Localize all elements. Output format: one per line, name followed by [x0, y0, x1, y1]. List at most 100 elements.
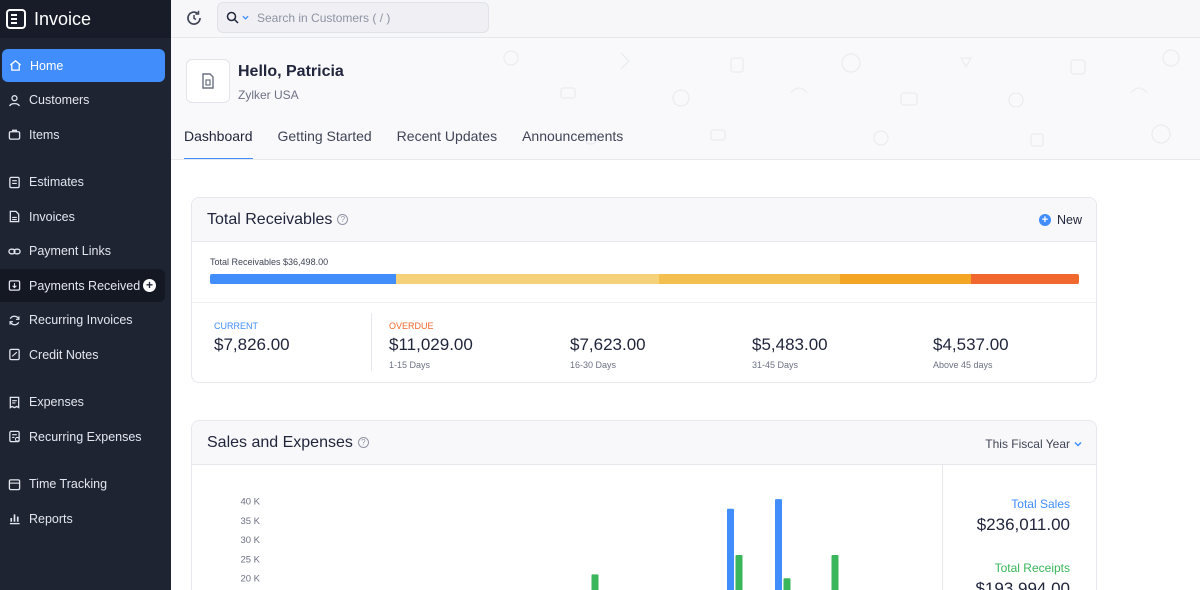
sidebar-item-label: Credit Notes: [29, 347, 99, 362]
overdue-range: 31-45 Days: [752, 360, 799, 370]
add-payment-icon[interactable]: +: [143, 279, 156, 292]
receivables-bar-segment[interactable]: [970, 274, 1079, 284]
sidebar-item-label: Invoices: [29, 209, 75, 224]
sidebar-item-customers[interactable]: Customers: [0, 84, 165, 117]
overdue-label: OVERDUE: [389, 321, 434, 331]
org-logo[interactable]: [186, 59, 230, 103]
fiscal-period-dropdown[interactable]: This Fiscal Year: [985, 437, 1082, 451]
sidebar-item-recurring-invoices[interactable]: Recurring Invoices: [0, 304, 165, 337]
sales-expenses-card: Sales and Expenses ? This Fiscal Year 40…: [191, 420, 1097, 590]
overdue-value: $4,537.00: [933, 335, 1009, 354]
sales-bar[interactable]: [727, 508, 734, 590]
organization-name: Zylker USA: [238, 88, 299, 102]
app-name: Invoice: [34, 8, 92, 29]
sales-bar[interactable]: [775, 499, 782, 590]
sidebar-item-label: Payment Links: [29, 244, 111, 258]
greeting-title: Hello, Patricia: [238, 63, 344, 80]
home-icon: [9, 59, 22, 72]
overdue-stat-1[interactable]: OVERDUE $11,029.00 1-15 Days: [389, 303, 473, 370]
sidebar-item-payments-received[interactable]: Payments Received +: [0, 269, 165, 302]
y-tick-label: 25 K: [240, 554, 260, 565]
search-icon[interactable]: [226, 11, 239, 24]
payment-icon: [8, 279, 21, 292]
sidebar-item-credit-notes[interactable]: Credit Notes: [0, 338, 165, 371]
sidebar-item-reports[interactable]: Reports: [0, 502, 165, 535]
sidebar-item-label: Reports: [29, 511, 73, 526]
receivables-bar-segment[interactable]: [658, 274, 841, 284]
recurring-expense-icon: [8, 430, 21, 443]
sidebar-item-recurring-expenses[interactable]: Recurring Expenses: [0, 420, 165, 453]
sidebar-item-label: Payments Received: [29, 278, 141, 293]
overdue-range: 16-30 Days: [570, 360, 617, 370]
sales-expenses-chart: 40 K 35 K 30 K 25 K 20 K: [240, 497, 839, 590]
overdue-stat-2[interactable]: . $7,623.00 16-30 Days: [570, 303, 646, 370]
estimate-icon: [8, 176, 21, 189]
sales-title: Sales and Expenses: [207, 433, 353, 451]
receivables-bar-segment[interactable]: [840, 274, 971, 284]
sidebar-item-label: Items: [29, 127, 60, 142]
receipts-bar[interactable]: [591, 574, 599, 590]
sidebar-nav: Home Customers Items Estimates Invoices …: [0, 38, 171, 535]
receipts-bar[interactable]: [783, 578, 791, 590]
tab-recent-updates[interactable]: Recent Updates: [396, 128, 498, 144]
receipts-bar[interactable]: [735, 555, 743, 590]
sales-summary: Total Sales $236,011.00 Total Receipts $…: [942, 465, 1096, 590]
receivables-bar-segment[interactable]: [210, 274, 397, 284]
receivables-total-text: Total Receivables $36,498.00: [210, 257, 329, 267]
nav-spacer: [0, 153, 171, 166]
y-tick-label: 20 K: [240, 574, 260, 585]
user-icon: [8, 94, 21, 107]
sidebar-item-invoices[interactable]: Invoices: [0, 200, 165, 233]
new-receivable-button[interactable]: + New: [1038, 213, 1082, 227]
chevron-down-icon[interactable]: [242, 14, 249, 21]
overdue-range: Above 45 days: [933, 360, 993, 370]
receivables-bar-segment[interactable]: [396, 274, 659, 284]
total-receivables-card: Total Receivables ? + New Total Receivab…: [191, 197, 1097, 383]
recurring-icon: [8, 314, 21, 327]
y-tick-label: 30 K: [240, 535, 260, 546]
total-receipts-value: $193,994.00: [975, 579, 1070, 590]
search-input[interactable]: [257, 10, 477, 25]
help-icon[interactable]: ?: [357, 437, 369, 448]
sales-chart-area: 40 K 35 K 30 K 25 K 20 K Total Sales $236,01…: [192, 465, 1096, 590]
new-button-label: New: [1056, 213, 1082, 227]
stat-divider: [371, 313, 372, 371]
invoice-icon: [8, 210, 21, 223]
overdue-value: $7,623.00: [570, 335, 646, 354]
current-stat[interactable]: CURRENT $7,826.00: [214, 303, 290, 355]
receivables-progress-bar: [210, 274, 1079, 284]
period-label: This Fiscal Year: [985, 437, 1070, 451]
overdue-range: 1-15 Days: [389, 360, 431, 370]
nav-spacer: [0, 373, 171, 386]
receivables-bar-area: Total Receivables $36,498.00: [192, 242, 1096, 303]
tab-announcements[interactable]: Announcements: [522, 128, 624, 144]
overdue-stat-3[interactable]: . $5,483.00 31-45 Days: [752, 303, 828, 370]
sidebar-item-home[interactable]: Home: [2, 49, 165, 82]
sidebar-item-expenses[interactable]: Expenses: [0, 386, 165, 419]
sidebar-item-items[interactable]: Items: [0, 118, 165, 151]
invoice-logo-icon: [6, 9, 26, 29]
tab-getting-started[interactable]: Getting Started: [277, 128, 372, 144]
dashboard-tabs: Dashboard Getting Started Recent Updates…: [184, 127, 648, 159]
search-box[interactable]: [217, 2, 489, 33]
sidebar-item-time-tracking[interactable]: Time Tracking: [0, 468, 165, 501]
help-icon[interactable]: ?: [337, 214, 349, 225]
total-sales-label: Total Sales: [1011, 497, 1070, 511]
plus-icon: +: [1038, 214, 1051, 226]
background-doodles: [503, 49, 1180, 147]
sidebar-item-label: Recurring Expenses: [29, 429, 142, 444]
receipts-bar[interactable]: [831, 555, 839, 590]
recent-history-icon[interactable]: [185, 9, 203, 27]
sidebar-item-payment-links[interactable]: Payment Links: [0, 235, 165, 268]
total-receipts-label: Total Receipts: [994, 561, 1070, 575]
brand[interactable]: Invoice: [0, 0, 171, 38]
sales-header: Sales and Expenses ? This Fiscal Year: [192, 421, 1096, 465]
sidebar-item-label: Customers: [29, 93, 90, 107]
overdue-value: $5,483.00: [752, 335, 828, 354]
sidebar-item-label: Expenses: [29, 395, 84, 409]
tab-dashboard[interactable]: Dashboard: [184, 127, 253, 159]
receivables-title: Total Receivables: [207, 210, 333, 228]
y-tick-label: 40 K: [240, 497, 260, 508]
overdue-stat-4[interactable]: . $4,537.00 Above 45 days: [933, 303, 1009, 370]
sidebar-item-estimates[interactable]: Estimates: [0, 166, 165, 199]
